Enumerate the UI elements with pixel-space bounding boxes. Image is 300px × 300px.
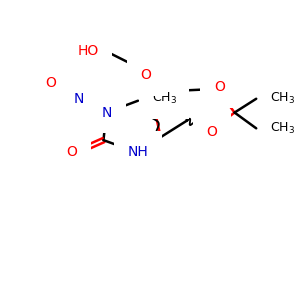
- Text: CH$_3$: CH$_3$: [270, 121, 295, 136]
- Text: O: O: [214, 80, 225, 94]
- Text: O: O: [45, 76, 56, 90]
- Text: CH$_3$: CH$_3$: [152, 91, 177, 106]
- Text: N: N: [101, 106, 112, 120]
- Text: O: O: [140, 68, 151, 82]
- Text: N: N: [74, 92, 84, 106]
- Text: HO: HO: [77, 44, 98, 58]
- Text: NH: NH: [128, 145, 148, 159]
- Text: CH$_3$: CH$_3$: [270, 91, 295, 106]
- Text: O: O: [67, 145, 77, 159]
- Text: O: O: [206, 125, 217, 139]
